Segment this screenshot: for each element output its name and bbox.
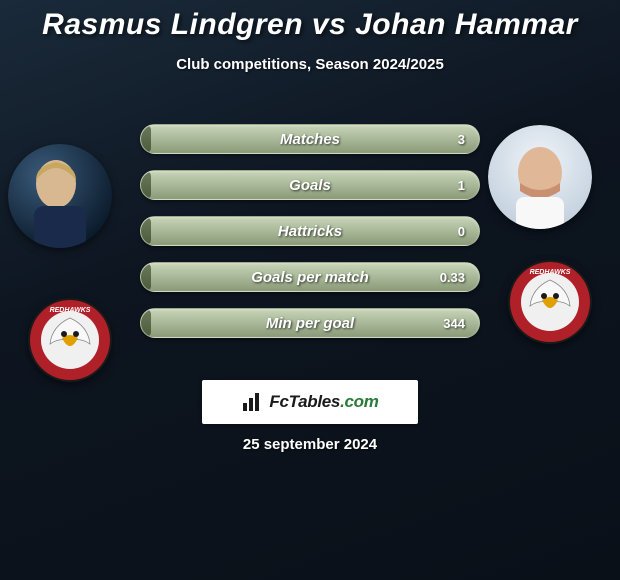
avatar-placeholder-icon [488,125,592,229]
stats-panel: Matches 3 Goals 1 Hattricks 0 Goals per … [140,124,480,354]
bar-chart-icon [241,391,263,413]
stat-row-hattricks: Hattricks 0 [140,216,480,246]
stat-label: Hattricks [141,217,479,245]
brand-box: FcTables.com [202,380,418,424]
redhawks-badge-icon: REDHAWKS [28,298,112,382]
stat-value: 1 [458,171,465,199]
brand-label: FcTables.com [269,392,378,412]
svg-text:REDHAWKS: REDHAWKS [530,269,571,276]
stat-row-matches: Matches 3 [140,124,480,154]
stat-label: Goals per match [141,263,479,291]
stat-label: Matches [141,125,479,153]
stat-row-goals: Goals 1 [140,170,480,200]
page-subtitle: Club competitions, Season 2024/2025 [0,56,620,73]
redhawks-badge-icon: REDHAWKS [508,260,592,344]
stat-label: Goals [141,171,479,199]
brand-name: FcTables [269,392,340,411]
player-right-avatar [488,125,592,229]
page-title: Rasmus Lindgren vs Johan Hammar [0,0,620,42]
stat-value: 0 [458,217,465,245]
stat-row-min-per-goal: Min per goal 344 [140,308,480,338]
date-label: 25 september 2024 [0,436,620,453]
brand-suffix: .com [340,392,378,411]
stat-value: 0.33 [440,263,465,291]
player-left-avatar [8,144,112,248]
svg-text:REDHAWKS: REDHAWKS [50,307,91,314]
stat-row-goals-per-match: Goals per match 0.33 [140,262,480,292]
stat-value: 344 [443,309,465,337]
team-badge-left: REDHAWKS [28,298,112,382]
avatar-placeholder-icon [8,144,112,248]
stat-value: 3 [458,125,465,153]
team-badge-right: REDHAWKS [508,260,592,344]
stat-label: Min per goal [141,309,479,337]
